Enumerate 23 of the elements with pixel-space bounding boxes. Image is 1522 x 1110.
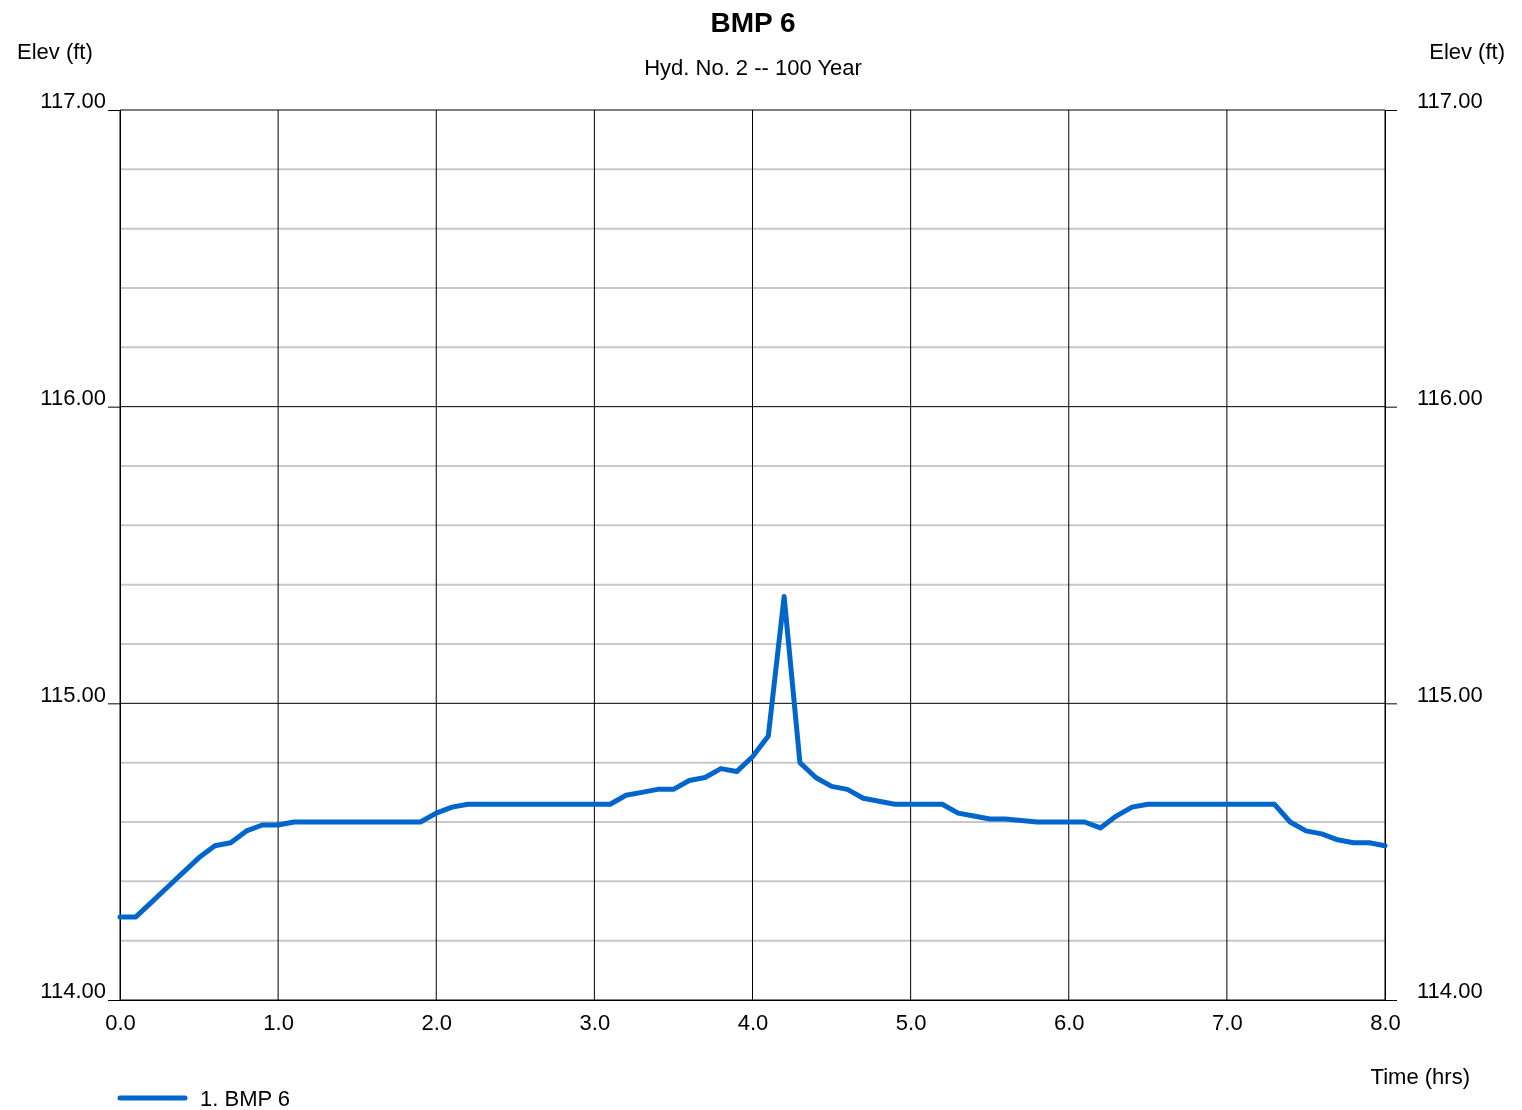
y2-tick-label: 115.00	[1417, 681, 1483, 707]
legend-label: 1. BMP 6	[200, 1086, 291, 1110]
y-tick-label: 116.00	[40, 384, 106, 410]
y2-tick-label: 117.00	[1417, 88, 1483, 114]
x-tick-label: 5.0	[895, 1009, 927, 1035]
y-tick-label: 115.00	[40, 681, 106, 707]
x-tick-label: 3.0	[579, 1009, 611, 1035]
y2-axis-title: Elev (ft)	[1429, 39, 1505, 64]
chart-title: BMP 6	[710, 7, 796, 38]
x-tick-label: 7.0	[1212, 1009, 1243, 1035]
x-tick-label: 0.0	[105, 1009, 136, 1035]
x-tick-label: 1.0	[263, 1009, 294, 1035]
y2-tick-label: 116.00	[1417, 384, 1483, 410]
y-tick-label: 117.00	[40, 88, 106, 114]
y-axis-title: Elev (ft)	[17, 39, 93, 64]
x-tick-label: 2.0	[421, 1009, 453, 1035]
chart-subtitle: Hyd. No. 2 -- 100 Year	[644, 55, 862, 80]
x-tick-label: 6.0	[1053, 1009, 1085, 1035]
x-tick-label: 8.0	[1370, 1009, 1401, 1035]
x-axis-title: Time (hrs)	[1370, 1064, 1470, 1089]
x-tick-label: 4.0	[737, 1009, 769, 1035]
y2-tick-label: 114.00	[1417, 978, 1483, 1004]
y-tick-label: 114.00	[40, 978, 106, 1004]
